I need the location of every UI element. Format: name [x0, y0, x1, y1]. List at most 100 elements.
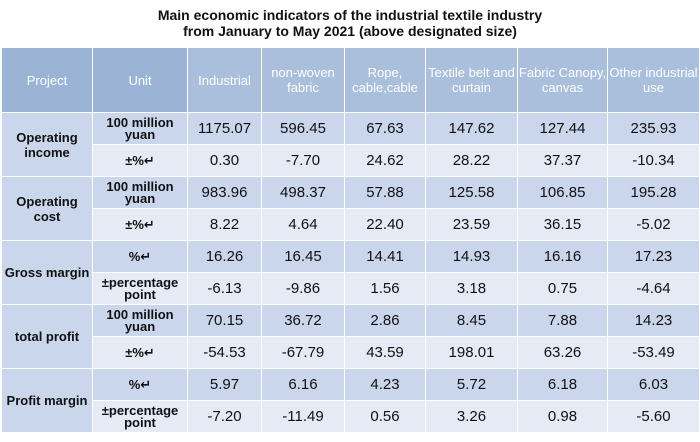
value-cell: 4.23 [344, 368, 426, 401]
unit-cell: ±%↵ [92, 208, 188, 241]
value-cell: -7.70 [261, 144, 345, 177]
value-cell: 63.26 [517, 336, 608, 369]
value-cell: -9.86 [261, 272, 345, 305]
value-cell: 16.16 [517, 240, 608, 273]
unit-cell: ±percentage point [92, 400, 188, 433]
value-cell: 8.22 [187, 208, 262, 241]
indicator-label: total profit [1, 304, 93, 369]
value-cell: 37.37 [517, 144, 608, 177]
value-cell: 983.96 [187, 176, 262, 209]
header-textile-belt-curtain: Textile belt and curtain [425, 47, 518, 113]
indicators-table: Project Unit Industrial non-woven fabric… [1, 47, 700, 433]
value-cell: 4.64 [261, 208, 345, 241]
value-cell: 17.23 [607, 240, 700, 273]
header-rope-cable: Rope, cable,cable [344, 47, 426, 113]
value-cell: -67.79 [261, 336, 345, 369]
value-cell: 24.62 [344, 144, 426, 177]
value-cell: 127.44 [517, 112, 608, 145]
value-cell: 6.18 [517, 368, 608, 401]
header-row: Project Unit Industrial non-woven fabric… [1, 47, 700, 113]
value-cell: -6.13 [187, 272, 262, 305]
unit-cell: ±%↵ [92, 336, 188, 369]
value-cell: 14.41 [344, 240, 426, 273]
value-cell: 7.88 [517, 304, 608, 337]
table-row: ±%↵ 8.22 4.64 22.40 23.59 36.15 -5.02 [2, 208, 700, 241]
unit-cell: 100 million yuan [92, 176, 188, 209]
value-cell: 6.16 [261, 368, 345, 401]
value-cell: 3.18 [425, 272, 518, 305]
value-cell: 198.01 [425, 336, 518, 369]
table-row: ±percentage point -6.13 -9.86 1.56 3.18 0.75-… [2, 272, 700, 305]
table-row: total profit 100 million yuan 70.15 36.72 2.… [1, 304, 700, 369]
value-cell: 23.59 [425, 208, 518, 241]
value-cell: 0.56 [344, 400, 426, 433]
indicator-label: Profit margin [1, 368, 93, 433]
value-cell: -4.64 [607, 272, 700, 305]
unit-cell: 100 million yuan [92, 112, 188, 145]
indicator-label: Operating income [1, 112, 93, 177]
value-cell: 1.56 [344, 272, 426, 305]
table-row: Operating cost 100 million yuan 983.96 498.… [1, 176, 700, 241]
value-cell: 14.23 [607, 304, 700, 337]
table-row: ±percentage point -7.20 -11.49 0.56 3.26 0.98… [2, 400, 700, 433]
value-cell: -7.20 [187, 400, 262, 433]
unit-cell: ±percentage point [92, 272, 188, 305]
value-cell: 596.45 [261, 112, 345, 145]
table-row: Operating income 100 million yuan 1175.07 5… [1, 112, 700, 177]
value-cell: 0.30 [187, 144, 262, 177]
value-cell: 2.86 [344, 304, 426, 337]
table-row: ±%↵ -54.53 -67.79 43.59 198.01 63.26 -53.49 [2, 336, 700, 369]
table-row: Profit margin %↵ 5.97 6.16 4.23 5.72 6.18 6.03 [1, 368, 700, 433]
value-cell: 5.97 [187, 368, 262, 401]
chart-title: Main economic indicators of the industri… [0, 0, 700, 46]
unit-cell: ±%↵ [92, 144, 188, 177]
value-cell: 28.22 [425, 144, 518, 177]
table-row: Gross margin %↵ 16.26 16.45 14.41 14.93 16.16 1… [1, 240, 700, 305]
value-cell: 67.63 [344, 112, 426, 145]
unit-cell: 100 million yuan [92, 304, 188, 337]
value-cell: -10.34 [607, 144, 700, 177]
unit-cell: %↵ [92, 368, 188, 401]
indicator-label: Operating cost [1, 176, 93, 241]
value-cell: -5.60 [607, 400, 700, 433]
value-cell: 6.03 [607, 368, 700, 401]
table-body: Operating income 100 million yuan 1175.07 5… [1, 112, 700, 433]
value-cell: 5.72 [425, 368, 518, 401]
value-cell: 106.85 [517, 176, 608, 209]
value-cell: -53.49 [607, 336, 700, 369]
value-cell: 43.59 [344, 336, 426, 369]
header-unit: Unit [92, 47, 188, 113]
header-fabric-canopy-canvas: Fabric Canopy, canvas [517, 47, 608, 113]
value-cell: -54.53 [187, 336, 262, 369]
value-cell: 0.98 [517, 400, 608, 433]
title-line-1: Main economic indicators of the industri… [157, 7, 543, 23]
unit-cell: %↵ [92, 240, 188, 273]
value-cell: 57.88 [344, 176, 426, 209]
indicators-table-container: Project Unit Industrial non-woven fabric… [1, 47, 700, 441]
value-cell: 0.75 [517, 272, 608, 305]
value-cell: 3.26 [425, 400, 518, 433]
value-cell: -11.49 [261, 400, 345, 433]
value-cell: 16.45 [261, 240, 345, 273]
value-cell: 8.45 [425, 304, 518, 337]
header-non-woven-fabric: non-woven fabric [261, 47, 345, 113]
value-cell: 125.58 [425, 176, 518, 209]
value-cell: 235.93 [607, 112, 700, 145]
header-project: Project [1, 47, 93, 113]
value-cell: 1175.07 [187, 112, 262, 145]
title-line-2: from January to May 2021 (above designat… [183, 23, 517, 39]
indicator-label: Gross margin [1, 240, 93, 305]
header-industrial: Industrial [187, 47, 262, 113]
value-cell: 36.15 [517, 208, 608, 241]
value-cell: 22.40 [344, 208, 426, 241]
value-cell: 195.28 [607, 176, 700, 209]
value-cell: 147.62 [425, 112, 518, 145]
value-cell: -5.02 [607, 208, 700, 241]
table-row: ±%↵ 0.30 -7.70 24.62 28.22 37.37 -10.34 [2, 144, 700, 177]
header-other-industrial-use: Other industrial use [607, 47, 700, 113]
value-cell: 36.72 [261, 304, 345, 337]
value-cell: 16.26 [187, 240, 262, 273]
value-cell: 498.37 [261, 176, 345, 209]
value-cell: 14.93 [425, 240, 518, 273]
value-cell: 70.15 [187, 304, 262, 337]
